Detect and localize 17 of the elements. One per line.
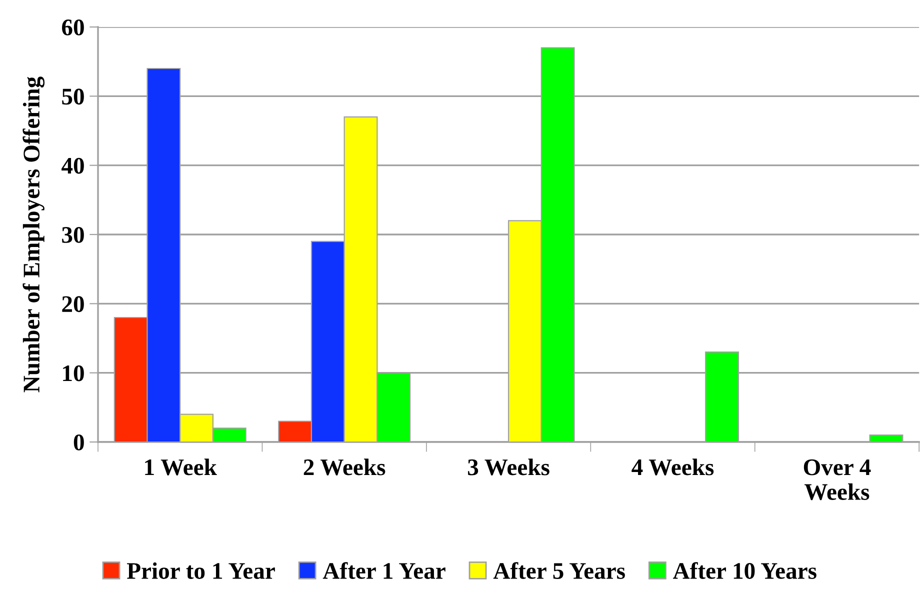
y-tick-label: 30 <box>62 226 84 243</box>
legend-label: Prior to 1 Year <box>127 562 275 579</box>
legend-label: After 10 Years <box>673 562 816 579</box>
y-tick-label: 50 <box>62 88 84 105</box>
legend-label: After 5 Years <box>493 562 625 579</box>
x-tick-label: 2 Weeks <box>304 458 386 476</box>
y-tick-label: 60 <box>62 19 84 36</box>
x-tick-label: 3 Weeks <box>468 458 550 476</box>
y-axis-title: Number of Employers Offering <box>22 76 45 392</box>
x-tick-label: 4 Weeks <box>632 458 714 476</box>
y-tick-label: 40 <box>62 158 84 174</box>
y-tick-label: 0 <box>74 434 84 450</box>
x-tick-label: 1 Week <box>145 458 217 476</box>
x-tick-label: Over 4 Weeks <box>804 459 871 500</box>
y-tick-label: 10 <box>63 365 84 382</box>
legend-label: After 1 Year <box>322 562 446 579</box>
y-tick-label: 20 <box>62 296 84 312</box>
